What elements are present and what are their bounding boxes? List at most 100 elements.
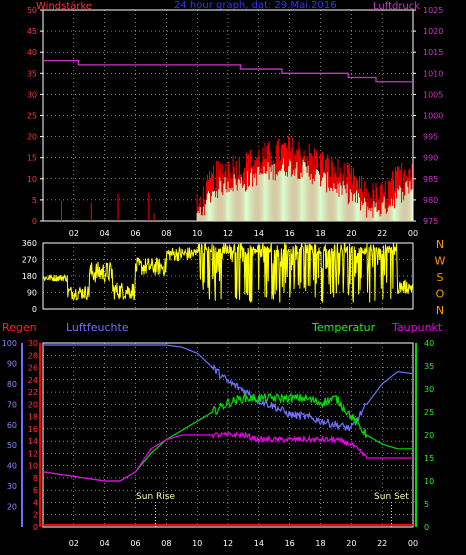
rain-y-tick-label: 6	[33, 486, 38, 495]
humidity-x-tick-label: 08	[161, 539, 171, 548]
temperature-y-tick-label: 25	[424, 408, 434, 417]
humidity-x-tick-label: 14	[254, 539, 264, 548]
sun-rise-label: Sun Rise	[136, 492, 175, 502]
humidity-x-tick-label: 20	[346, 539, 356, 548]
wind-x-tick-label: 06	[130, 229, 140, 238]
pressure-y-tick-label: 980	[423, 196, 438, 205]
rain-y-tick-label: 0	[33, 523, 38, 532]
direction-y-tick-label: 180	[22, 272, 37, 281]
wind-y-tick-label: 10	[27, 175, 37, 184]
wind-x-tick-label: 22	[377, 229, 387, 238]
rain-y-tick-label: 10	[28, 462, 38, 471]
wind-y-tick-label: 40	[27, 48, 37, 57]
pressure-y-tick-label: 1015	[423, 48, 443, 57]
humidity-x-tick-label: 16	[285, 539, 295, 548]
wind-title: Windstärke	[36, 1, 93, 12]
pressure-y-tick-label: 995	[423, 133, 438, 142]
temperature-y-tick-label: 30	[424, 385, 434, 394]
rain-y-tick-label: 2	[33, 511, 38, 520]
wind-x-tick-label: 04	[100, 229, 110, 238]
temperature-y-tick-label: 35	[424, 362, 434, 371]
direction-compass-label: O	[436, 288, 445, 301]
direction-compass-label: W	[435, 255, 446, 268]
wind-pressure-panel: 0510152025303540455097598098599099510001…	[27, 6, 444, 238]
temperature-y-tick-label: 40	[424, 339, 434, 348]
wind-x-tick-label: 18	[315, 229, 325, 238]
rain-y-tick-label: 22	[28, 388, 38, 397]
wind-y-tick-label: 15	[27, 154, 37, 163]
pressure-line	[43, 59, 413, 83]
rain-y-tick-label: 14	[28, 437, 38, 446]
wind-y-tick-label: 50	[27, 6, 37, 15]
wind-y-tick-label: 45	[27, 27, 37, 36]
direction-compass-label: N	[436, 304, 444, 317]
graph-date-title: 24 hour graph, dat: 29.Mai.2016	[174, 0, 337, 11]
pressure-y-tick-label: 1005	[423, 90, 443, 99]
humidity-x-tick-label: 06	[130, 539, 140, 548]
wind-y-tick-label: 30	[27, 90, 37, 99]
wind-x-tick-label: 14	[254, 229, 264, 238]
humidity-y-tick-label: 60	[7, 421, 17, 430]
wind-y-tick-label: 5	[32, 196, 37, 205]
dewpoint-label: Taupunkt	[392, 321, 443, 334]
temperature-y-tick-label: 5	[424, 500, 429, 509]
wind-direction-line	[42, 242, 413, 303]
wind-x-tick-label: 08	[161, 229, 171, 238]
humidity-x-tick-label: 22	[377, 539, 387, 548]
humidity-label: Luftfeuchte	[66, 321, 129, 334]
humidity-temperature-panel: 0246810121416182022242628302030405060708…	[2, 339, 434, 548]
sun-set-label: Sun Set	[374, 492, 409, 502]
wind-y-tick-label: 25	[27, 112, 37, 121]
wind-y-tick-label: 20	[27, 133, 37, 142]
humidity-y-tick-label: 70	[7, 400, 17, 409]
wind-y-tick-label: 0	[32, 217, 37, 226]
wind-x-tick-label: 10	[192, 229, 202, 238]
pressure-y-tick-label: 990	[423, 154, 438, 163]
humidity-x-tick-label: 18	[315, 539, 325, 548]
humidity-y-tick-label: 50	[7, 441, 17, 450]
direction-compass-label: N	[436, 238, 444, 251]
humidity-x-tick-label: 10	[192, 539, 202, 548]
temperature-y-tick-label: 0	[424, 523, 429, 532]
direction-y-tick-label: 90	[27, 289, 37, 298]
wind-x-tick-label: 02	[69, 229, 79, 238]
humidity-line	[43, 344, 414, 432]
rain-y-tick-label: 16	[28, 425, 38, 434]
direction-compass-label: S	[437, 271, 444, 284]
rain-y-tick-label: 28	[28, 351, 38, 360]
humidity-y-tick-label: 100	[2, 339, 17, 348]
pressure-y-tick-label: 1010	[423, 69, 443, 78]
humidity-y-tick-label: 40	[7, 462, 17, 471]
humidity-y-tick-label: 20	[7, 503, 17, 512]
direction-y-tick-label: 360	[22, 239, 37, 248]
rain-y-tick-label: 18	[28, 413, 38, 422]
pressure-y-tick-label: 975	[423, 217, 438, 226]
rain-y-tick-label: 8	[33, 474, 38, 483]
temperature-y-tick-label: 10	[424, 477, 434, 486]
rain-y-tick-label: 12	[28, 449, 38, 458]
pressure-y-tick-label: 1000	[423, 112, 443, 121]
temperature-y-tick-label: 15	[424, 454, 434, 463]
humidity-x-tick-label: 00	[408, 539, 418, 548]
rain-y-tick-label: 4	[33, 498, 38, 507]
pressure-y-tick-label: 1020	[423, 27, 443, 36]
wind-x-tick-label: 20	[346, 229, 356, 238]
pressure-y-tick-label: 985	[423, 175, 438, 184]
rain-y-tick-label: 24	[28, 376, 38, 385]
humidity-x-tick-label: 12	[223, 539, 233, 548]
humidity-y-tick-label: 80	[7, 380, 17, 389]
temperature-label: Temperatur	[312, 321, 376, 334]
rain-y-tick-label: 30	[28, 339, 38, 348]
rain-y-tick-label: 20	[28, 400, 38, 409]
pressure-y-tick-label: 1025	[423, 6, 443, 15]
rain-y-tick-label: 26	[28, 364, 38, 373]
wind-x-tick-label: 00	[408, 229, 418, 238]
rain-label: Regen	[2, 321, 37, 334]
temperature-y-tick-label: 20	[424, 431, 434, 440]
humidity-y-tick-label: 90	[7, 359, 17, 368]
wind-y-tick-label: 35	[27, 69, 37, 78]
direction-y-tick-label: 0	[32, 305, 37, 314]
direction-y-tick-label: 270	[22, 256, 37, 265]
